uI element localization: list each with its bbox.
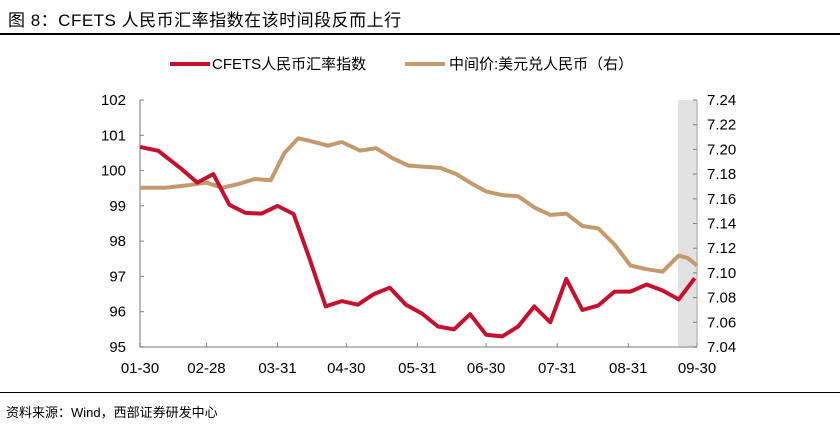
y-left-tick-label: 102 bbox=[101, 92, 126, 109]
legend: CFETS人民币汇率指数 中间价:美元兑人民币（右） bbox=[170, 56, 633, 73]
x-tick-label: 01-30 bbox=[121, 360, 159, 377]
usdcny-line bbox=[140, 136, 699, 274]
y-right-tick-label: 7.20 bbox=[707, 141, 736, 158]
y-right-tick-label: 7.22 bbox=[707, 117, 736, 134]
y-right-tick-label: 7.06 bbox=[707, 314, 736, 331]
x-tick-label: 03-31 bbox=[258, 360, 296, 377]
y-right-tick-label: 7.08 bbox=[707, 290, 736, 307]
figure-title: 图 8：CFETS 人民币汇率指数在该时间段反而上行 bbox=[8, 11, 402, 30]
y-left-tick-label: 99 bbox=[109, 198, 126, 215]
x-tick-label: 09-30 bbox=[678, 360, 716, 377]
y-left-tick-label: 100 bbox=[101, 163, 126, 180]
y-right-tick-label: 7.24 bbox=[707, 92, 736, 109]
y-right-tick-label: 7.12 bbox=[707, 240, 736, 257]
x-tick-label: 08-31 bbox=[609, 360, 647, 377]
x-tick-label: 06-30 bbox=[467, 360, 505, 377]
legend-label-cfets: CFETS人民币汇率指数 bbox=[212, 56, 366, 73]
y-left-tick-label: 96 bbox=[109, 304, 126, 321]
legend-label-usdcny: 中间价:美元兑人民币（右） bbox=[449, 56, 633, 73]
axes: 95 96 97 98 99 100 101 102 7.04 7.06 7.08 7.10 7.12 7… bbox=[101, 92, 736, 377]
source-note: 资料来源：Wind，西部证券研发中心 bbox=[6, 405, 218, 420]
x-tick-label: 05-31 bbox=[398, 360, 436, 377]
y-right-tick-label: 7.14 bbox=[707, 216, 736, 233]
y-right-tick-label: 7.18 bbox=[707, 166, 736, 183]
y-right-tick-label: 7.16 bbox=[707, 191, 736, 208]
y-right-tick-label: 7.10 bbox=[707, 265, 736, 282]
x-tick-label: 07-31 bbox=[538, 360, 576, 377]
x-tick-label: 04-30 bbox=[327, 360, 365, 377]
highlight-region bbox=[678, 100, 697, 347]
y-left-tick-label: 95 bbox=[109, 339, 126, 356]
cfets-line bbox=[139, 144, 697, 339]
source-divider bbox=[0, 392, 840, 393]
y-left-tick-label: 97 bbox=[109, 268, 126, 285]
x-tick-label: 02-28 bbox=[187, 360, 225, 377]
y-left-tick-label: 101 bbox=[101, 127, 126, 144]
y-right-tick-label: 7.04 bbox=[707, 339, 736, 356]
y-left-tick-label: 98 bbox=[109, 233, 126, 250]
title-divider bbox=[0, 33, 840, 35]
